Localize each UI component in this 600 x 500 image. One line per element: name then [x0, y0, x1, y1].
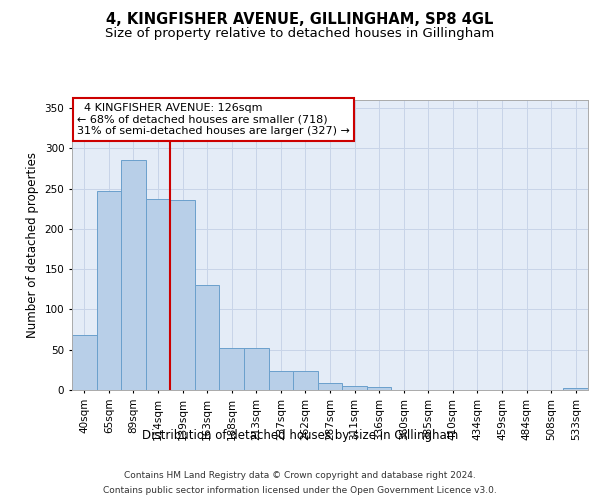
Bar: [97, 191, 121, 390]
Bar: [269, 372, 293, 390]
Text: Distribution of detached houses by size in Gillingham: Distribution of detached houses by size …: [142, 428, 458, 442]
Text: Contains HM Land Registry data © Crown copyright and database right 2024.: Contains HM Land Registry data © Crown c…: [124, 471, 476, 480]
Bar: [220, 348, 244, 390]
Bar: [72, 335, 97, 390]
Bar: [563, 388, 588, 390]
Text: Size of property relative to detached houses in Gillingham: Size of property relative to detached ho…: [106, 28, 494, 40]
Text: 4 KINGFISHER AVENUE: 126sqm
← 68% of detached houses are smaller (718)
31% of se: 4 KINGFISHER AVENUE: 126sqm ← 68% of det…: [77, 103, 350, 136]
Bar: [342, 386, 367, 390]
Y-axis label: Number of detached properties: Number of detached properties: [26, 152, 39, 338]
Bar: [293, 372, 318, 390]
Bar: [367, 387, 391, 390]
Bar: [121, 160, 146, 390]
Text: Contains public sector information licensed under the Open Government Licence v3: Contains public sector information licen…: [103, 486, 497, 495]
Bar: [244, 348, 269, 390]
Bar: [170, 200, 195, 390]
Text: 4, KINGFISHER AVENUE, GILLINGHAM, SP8 4GL: 4, KINGFISHER AVENUE, GILLINGHAM, SP8 4G…: [106, 12, 494, 28]
Bar: [318, 383, 342, 390]
Bar: [195, 286, 220, 390]
Bar: [146, 199, 170, 390]
